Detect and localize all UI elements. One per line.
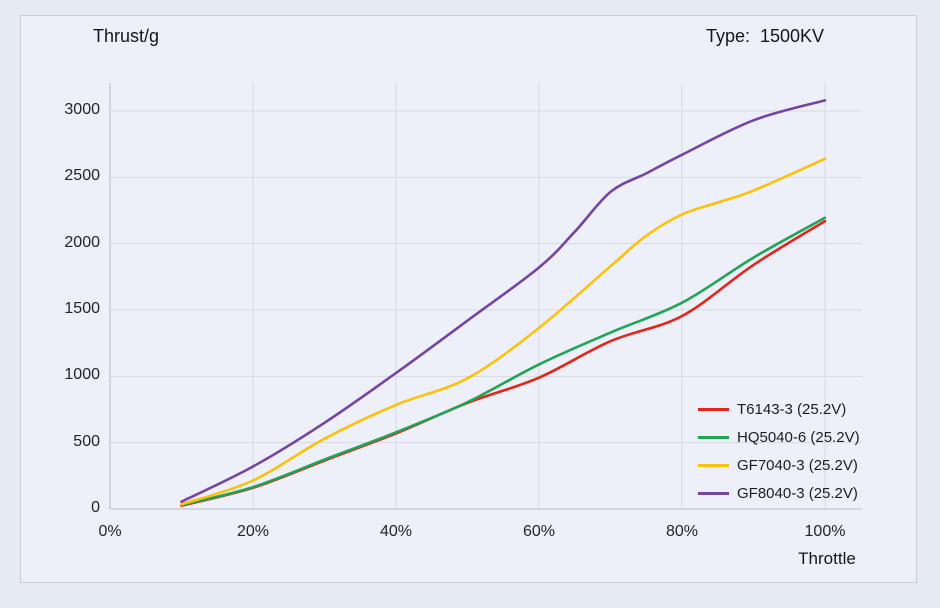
chart-title: Thrust/g: [93, 26, 160, 46]
legend-swatch: [698, 491, 729, 495]
legend-swatch: [698, 463, 729, 467]
motor-type-label: Type: 1500KV: [705, 26, 825, 46]
legend-item: T6143-3 (25.2V): [698, 395, 860, 423]
x-tick-label: 40%: [379, 523, 413, 540]
axes: [109, 83, 862, 510]
y-tick-label: 3000: [64, 101, 100, 118]
chart-card: [20, 15, 917, 583]
y-tick-label: 0: [91, 499, 100, 516]
x-tick-label: 20%: [236, 523, 270, 540]
legend-label: GF7040-3 (25.2V): [737, 456, 858, 474]
legend-label: GF8040-3 (25.2V): [737, 484, 858, 502]
y-tick-label: 1500: [64, 300, 100, 317]
legend: T6143-3 (25.2V) HQ5040-6 (25.2V) GF7040-3 …: [698, 395, 860, 507]
x-tick-label: 100%: [804, 523, 846, 540]
y-tick-label: 2000: [64, 233, 100, 251]
y-tick-label: 500: [73, 432, 100, 450]
legend-item: GF7040-3 (25.2V): [698, 451, 860, 479]
legend-swatch: [698, 407, 729, 411]
legend-swatch: [698, 435, 729, 439]
series-line: [180, 99, 827, 503]
x-tick-label: 80%: [665, 523, 699, 540]
y-tick-label: 1000: [64, 366, 100, 384]
x-axis-title: Throttle: [798, 549, 856, 568]
series-curves: [180, 99, 827, 507]
series-line: [180, 216, 827, 507]
x-tick-label: 60%: [522, 523, 556, 540]
legend-label: T6143-3 (25.2V): [737, 400, 847, 418]
legend-item: GF8040-3 (25.2V): [698, 479, 860, 507]
y-tick-label: 2500: [64, 167, 100, 185]
legend-label: HQ5040-6 (25.2V): [737, 428, 860, 446]
series-line: [180, 157, 827, 506]
x-tick-label: 0%: [98, 523, 122, 540]
legend-item: HQ5040-6 (25.2V): [698, 423, 860, 451]
